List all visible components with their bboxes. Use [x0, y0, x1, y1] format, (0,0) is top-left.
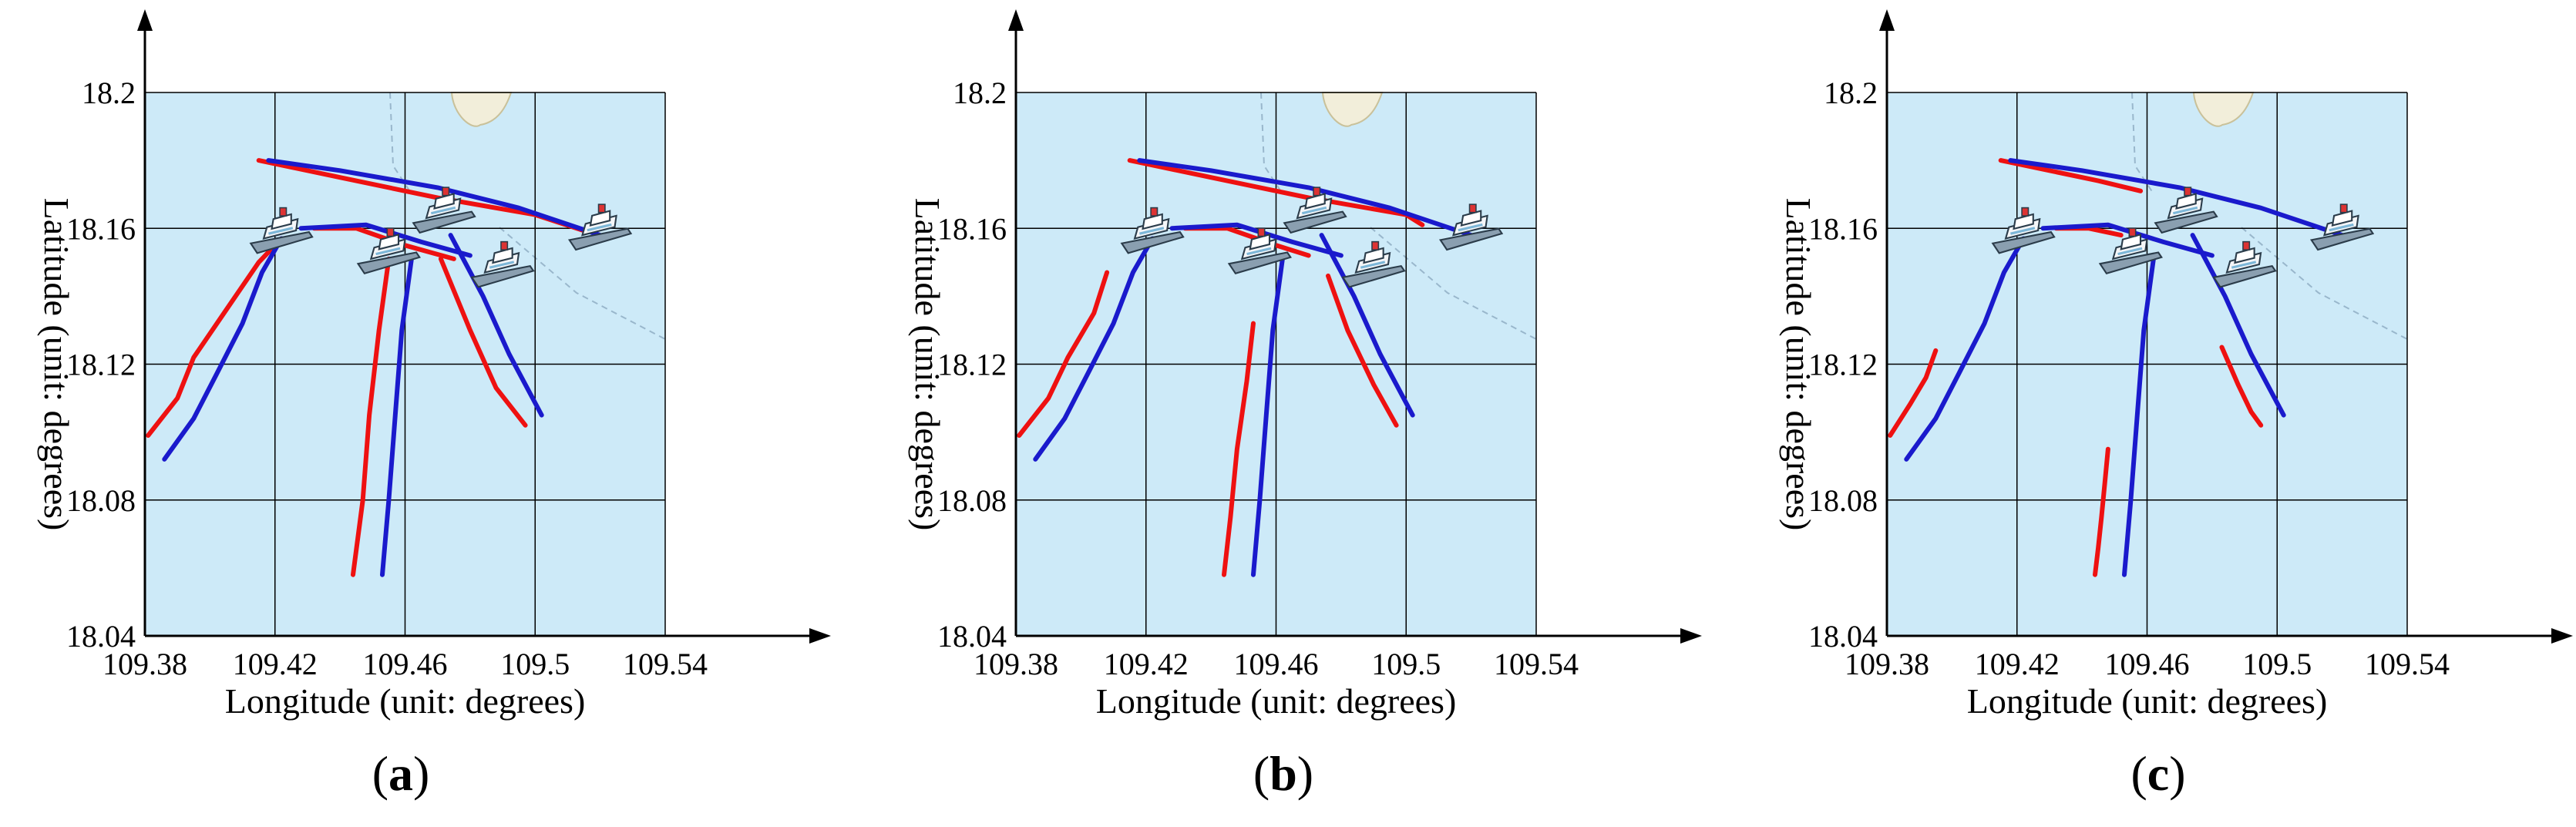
x-tick-label: 109.54	[2365, 647, 2450, 681]
y-tick-label: 18.04	[66, 619, 136, 654]
ground-truth-trajectory	[162, 236, 284, 462]
map-boundary-line	[389, 92, 412, 193]
y-tick-label: 18.16	[66, 211, 136, 246]
plot-area-a: 109.38 109.42 109.46 109.5 109.54 18.04 18.08 1…	[37, 9, 831, 721]
x-tick-label: 109.5	[1371, 647, 1441, 681]
predicted-trajectory	[1998, 158, 2144, 193]
y-tick-label: 18.08	[937, 483, 1007, 518]
predicted-trajectory	[1326, 273, 1399, 428]
land-patch	[2192, 92, 2255, 127]
panel-c-label: (c)	[2130, 746, 2185, 801]
x-axis-label: Longitude (unit: degrees)	[225, 681, 586, 721]
x-tick-label: 109.54	[1494, 647, 1579, 681]
x-axis-arrow	[1680, 628, 1702, 644]
y-tick-label: 18.08	[66, 483, 136, 518]
ground-truth-trajectory	[1904, 236, 2026, 462]
y-axis-label: Latitude (unit: degrees)	[37, 198, 76, 531]
y-axis-arrow	[137, 9, 153, 31]
ground-truth-trajectory	[1033, 236, 1155, 462]
plot-area-b: 109.38 109.42 109.46 109.5 109.54 18.04 18.08 1…	[908, 9, 1702, 721]
x-tick-label: 109.42	[1975, 647, 2060, 681]
y-tick-label: 18.12	[66, 348, 136, 382]
x-tick-label: 109.38	[103, 647, 187, 681]
map-boundary-line	[499, 227, 666, 340]
ground-truth-trajectory	[2190, 233, 2286, 418]
ground-truth-trajectory	[2008, 158, 2345, 238]
predicted-trajectory	[2219, 345, 2264, 428]
y-axis-label: Latitude (unit: degrees)	[908, 198, 947, 531]
ground-truth-trajectory	[1137, 158, 1474, 238]
panel-b-label: (b)	[1253, 746, 1313, 801]
predicted-trajectory	[351, 256, 392, 577]
x-tick-label: 109.42	[233, 647, 318, 681]
y-tick-label: 18.2	[1824, 76, 1878, 110]
ground-truth-trajectory	[380, 256, 414, 577]
ground-truth-trajectory	[1251, 256, 1285, 577]
x-tick-label: 109.38	[1845, 647, 1929, 681]
x-tick-label: 109.42	[1104, 647, 1189, 681]
map-boundary-line	[2241, 227, 2408, 340]
map-boundary-line	[2131, 92, 2154, 193]
y-tick-label: 18.16	[1808, 211, 1878, 246]
map-boundary-line	[1370, 227, 1537, 340]
x-axis-label: Longitude (unit: degrees)	[1096, 681, 1457, 721]
x-tick-label: 109.5	[500, 647, 570, 681]
y-tick-label: 18.04	[1808, 619, 1878, 654]
y-tick-label: 18.2	[82, 76, 136, 110]
predicted-trajectory	[1888, 348, 1939, 438]
panel-a: 109.38 109.42 109.46 109.5 109.54 18.04 18.08 1…	[37, 9, 831, 801]
x-tick-label: 109.46	[1234, 647, 1319, 681]
y-tick-label: 18.08	[1808, 483, 1878, 518]
x-tick-label: 109.46	[2105, 647, 2190, 681]
ground-truth-trajectory	[2122, 256, 2156, 577]
predicted-trajectory	[146, 236, 284, 438]
y-axis-label: Latitude (unit: degrees)	[1779, 198, 1818, 531]
y-tick-label: 18.2	[953, 76, 1007, 110]
predicted-trajectory	[1017, 270, 1110, 438]
panel-b: 109.38 109.42 109.46 109.5 109.54 18.04 18.08 1…	[908, 9, 1702, 801]
y-axis-arrow	[1879, 9, 1895, 31]
x-tick-label: 109.54	[623, 647, 708, 681]
panel-c: 109.38 109.42 109.46 109.5 109.54 18.04 18.08 1…	[1779, 9, 2573, 801]
x-tick-label: 109.38	[974, 647, 1058, 681]
land-patch	[450, 92, 513, 127]
y-tick-label: 18.16	[937, 211, 1007, 246]
predicted-trajectory	[1222, 321, 1256, 577]
x-axis-label: Longitude (unit: degrees)	[1967, 681, 2328, 721]
ground-truth-trajectory	[448, 233, 544, 418]
x-axis-arrow	[2551, 628, 2573, 644]
land-patch	[1321, 92, 1384, 127]
y-axis-arrow	[1008, 9, 1024, 31]
y-tick-label: 18.04	[937, 619, 1007, 654]
y-tick-label: 18.12	[1808, 348, 1878, 382]
x-tick-label: 109.5	[2242, 647, 2312, 681]
predicted-trajectory	[2093, 446, 2110, 577]
predicted-trajectory	[438, 256, 528, 428]
ground-truth-trajectory	[1319, 233, 1415, 418]
plot-area-c: 109.38 109.42 109.46 109.5 109.54 18.04 18.08 1…	[1779, 9, 2573, 721]
x-tick-label: 109.46	[363, 647, 448, 681]
ground-truth-trajectory	[266, 158, 603, 238]
x-axis-arrow	[809, 628, 831, 644]
y-tick-label: 18.12	[937, 348, 1007, 382]
map-boundary-line	[1260, 92, 1283, 193]
panel-a-label: (a)	[372, 746, 430, 801]
